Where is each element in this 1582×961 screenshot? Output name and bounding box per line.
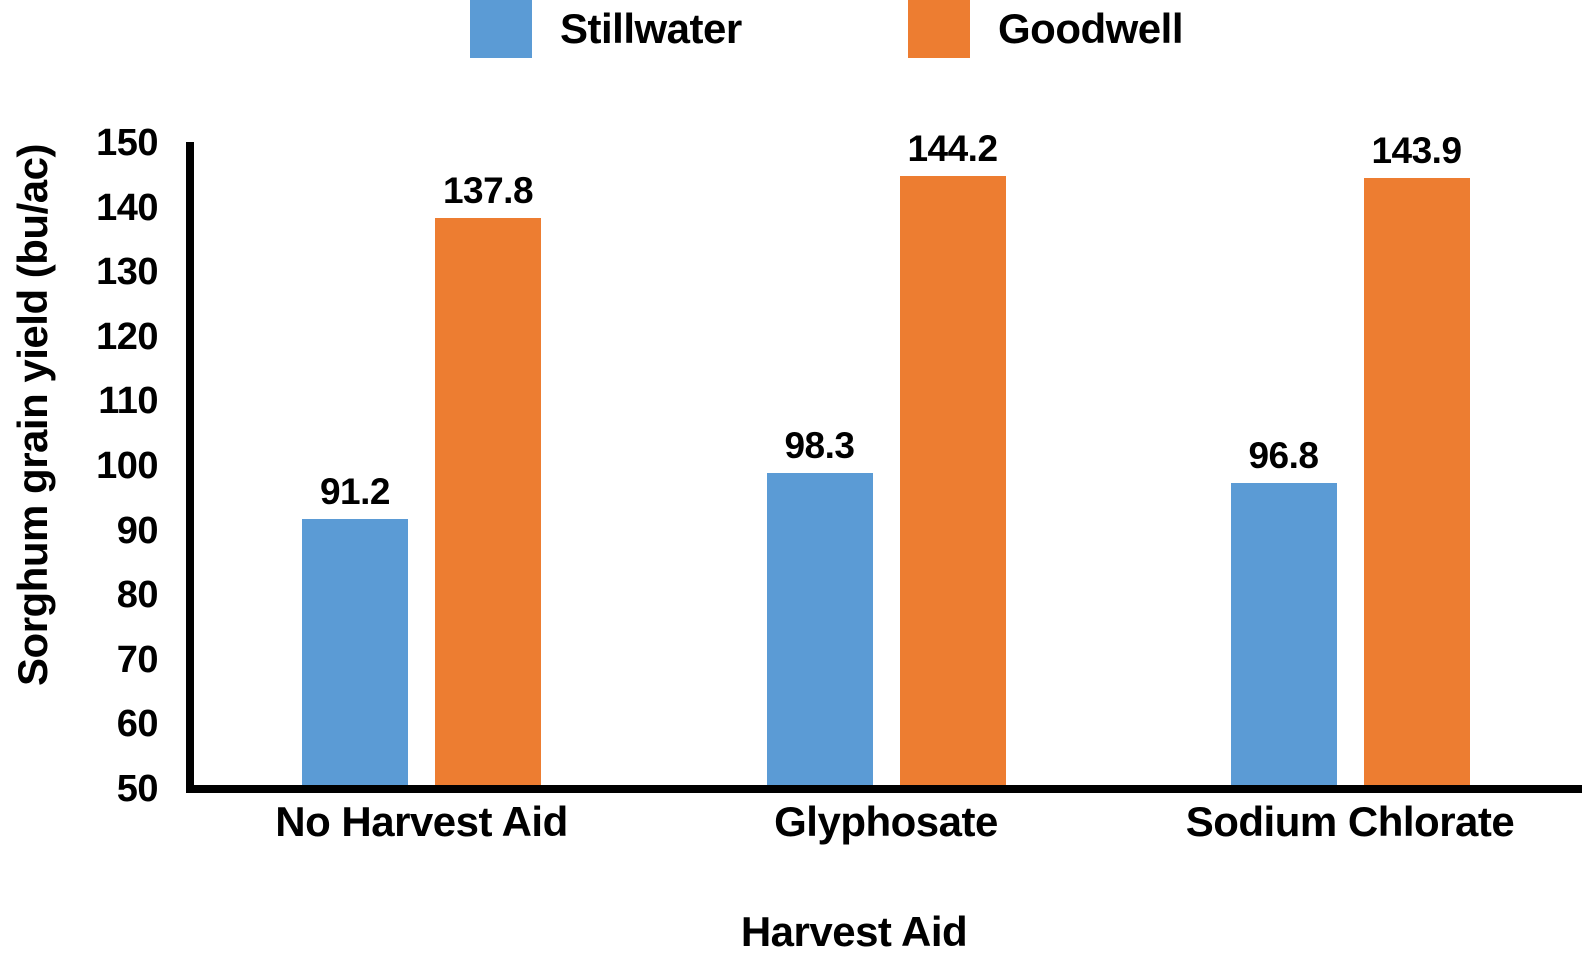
bar-value-label-stillwater-no-harvest-aid: 91.2 [319, 470, 391, 512]
legend-item-stillwater: Stillwater [470, 0, 742, 58]
legend-item-goodwell: Goodwell [908, 0, 1184, 58]
y-tick-label-150: 150 [96, 122, 158, 164]
y-tick-label-80: 80 [116, 574, 159, 617]
bar-value-label-stillwater-sodium-chlorate: 96.8 [1248, 434, 1319, 476]
legend-swatch-stillwater [470, 0, 532, 58]
y-axis-line [186, 142, 194, 793]
x-axis-line [186, 785, 1582, 793]
bar-stillwater-glyphosate [766, 472, 873, 785]
bar-value-label-goodwell-sodium-chlorate: 143.9 [1371, 130, 1462, 172]
bar-stillwater-no-harvest-aid [302, 518, 408, 785]
legend-label-goodwell: Goodwell [998, 5, 1184, 52]
x-axis-title: Harvest Aid [740, 908, 968, 955]
y-tick-label-130: 130 [96, 251, 158, 294]
y-tick-label-140: 140 [96, 186, 158, 229]
y-tick-label-90: 90 [116, 509, 159, 552]
y-tick-label-120: 120 [96, 315, 158, 358]
bar-value-label-goodwell-glyphosate: 144.2 [907, 128, 998, 170]
legend-label-stillwater: Stillwater [560, 5, 742, 52]
y-tick-label-50: 50 [116, 768, 159, 810]
category-label-no-harvest-aid: No Harvest Aid [275, 798, 568, 845]
bar-stillwater-sodium-chlorate [1230, 482, 1337, 785]
bar-value-label-goodwell-no-harvest-aid: 137.8 [442, 169, 534, 211]
category-label-glyphosate: Glyphosate [774, 798, 998, 845]
bar-value-label-stillwater-glyphosate: 98.3 [784, 424, 855, 466]
y-tick-label-100: 100 [96, 445, 158, 487]
category-label-sodium-chlorate: Sodium Chlorate [1185, 798, 1515, 845]
bar-goodwell-glyphosate [899, 176, 1006, 785]
legend-swatch-goodwell [908, 0, 970, 58]
y-tick-label-70: 70 [116, 638, 159, 681]
y-tick-label-110: 110 [98, 380, 158, 423]
bar-goodwell-sodium-chlorate [1363, 178, 1470, 785]
y-tick-label-60: 60 [116, 703, 159, 746]
bar-goodwell-no-harvest-aid [435, 217, 541, 785]
